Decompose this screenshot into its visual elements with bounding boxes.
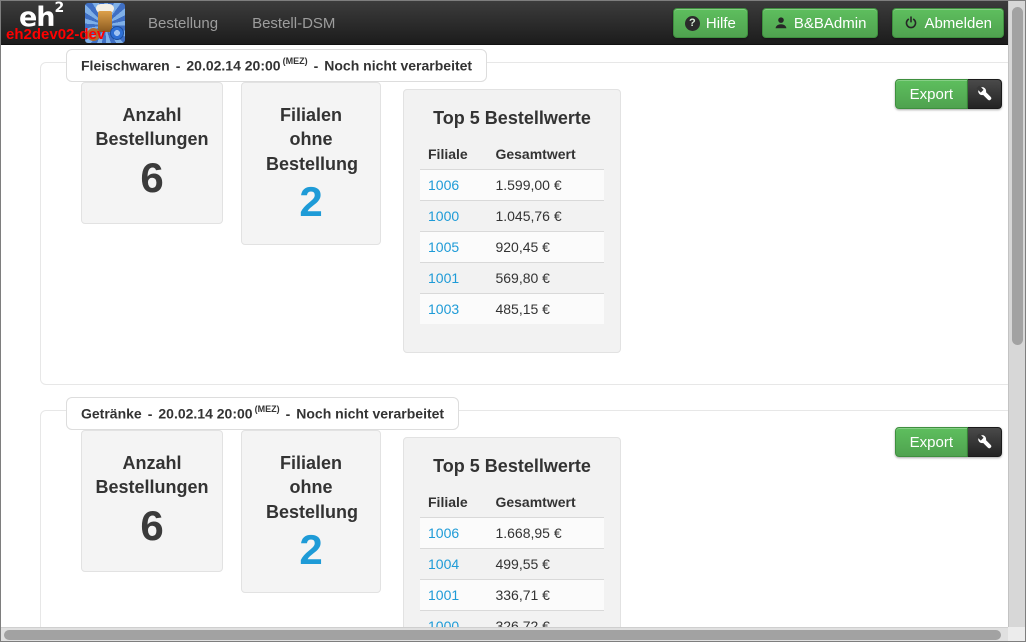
col-header-gesamtwert: Gesamtwert xyxy=(495,146,576,162)
stat-value: 2 xyxy=(299,177,323,225)
stat-label: Filialen ohne Bestellung xyxy=(266,453,359,522)
table-row: 1000 1.045,76 € xyxy=(420,200,604,232)
table-row: 1006 1.599,00 € xyxy=(420,169,604,201)
panel-datetime: 20.02.14 20:00 xyxy=(186,57,281,74)
beer-foam-shape xyxy=(96,4,114,13)
navbar: eh2 eh2dev02-dev Bestellung Bestell-DSM … xyxy=(1,0,1008,45)
table-row: 1000 326,72 € xyxy=(420,610,604,628)
export-settings-button[interactable] xyxy=(968,79,1002,109)
beer-mug-shape xyxy=(98,11,112,32)
table-row: 1003 485,15 € xyxy=(420,293,604,324)
stat-value: 6 xyxy=(140,153,164,201)
main-content: Fleischwaren -20.02.14 20:00 (MEZ) - Noch ni… xyxy=(1,45,1008,628)
vertical-scrollbar-track[interactable] xyxy=(1008,1,1025,641)
help-button-label: Hilfe xyxy=(705,14,736,32)
filiale-link[interactable]: 1001 xyxy=(428,587,460,603)
col-header-filiale: Filiale xyxy=(428,146,468,162)
panel-timezone: (MEZ) xyxy=(282,56,308,66)
panel-title: Fleischwaren -20.02.14 20:00 (MEZ) - Noch ni… xyxy=(66,49,488,82)
table-title: Top 5 Bestellwerte xyxy=(433,456,591,476)
panel-fleischwaren: Fleischwaren -20.02.14 20:00 (MEZ) - Noch ni… xyxy=(40,49,1008,385)
stat-label: Anzahl Bestellungen xyxy=(95,453,209,498)
nav-item-bestellung[interactable]: Bestellung xyxy=(148,14,219,32)
gesamtwert-cell: 499,55 € xyxy=(487,548,604,580)
table-row: 1004 499,55 € xyxy=(420,548,604,580)
power-icon xyxy=(904,16,918,30)
filiale-link[interactable]: 1006 xyxy=(428,525,460,541)
table-row: 1001 569,80 € xyxy=(420,262,604,294)
top5-table-card: Top 5 Bestellwerte Filiale Gesamtwert 10… xyxy=(403,89,621,353)
top5-table: Filiale Gesamtwert 1006 1.668,95 € 1004 49… xyxy=(420,487,604,628)
user-button[interactable]: B&BAdmin xyxy=(761,8,879,38)
brand-sup: 2 xyxy=(54,0,65,16)
gesamtwert-cell: 326,72 € xyxy=(487,610,604,628)
panel-getraenke: Getränke -20.02.14 20:00 (MEZ) - Noch nicht … xyxy=(40,397,1008,628)
panel-status: Noch nicht verarbeitet xyxy=(296,405,445,422)
table-title: Top 5 Bestellwerte xyxy=(433,108,591,128)
user-button-label: B&BAdmin xyxy=(793,14,867,32)
stat-value: 6 xyxy=(140,501,164,549)
panel-status: Noch nicht verarbeitet xyxy=(324,57,473,74)
export-button[interactable]: Export xyxy=(894,79,968,109)
table-row: 1005 920,45 € xyxy=(420,231,604,263)
question-icon: ? xyxy=(684,15,700,31)
col-header-filiale: Filiale xyxy=(428,494,468,510)
app-logo-icon xyxy=(85,3,125,43)
stat-value: 2 xyxy=(299,525,323,573)
logout-button-label: Abmelden xyxy=(924,14,992,32)
panel-product: Fleischwaren xyxy=(81,57,170,74)
wrench-icon xyxy=(973,83,996,106)
stat-filialen-ohne-bestellung: Filialen ohne Bestellung 2 xyxy=(241,82,381,245)
filiale-link[interactable]: 1005 xyxy=(428,239,460,255)
top5-table-card: Top 5 Bestellwerte Filiale Gesamtwert 10… xyxy=(403,437,621,628)
gesamtwert-cell: 569,80 € xyxy=(487,262,604,294)
gesamtwert-cell: 485,15 € xyxy=(487,293,604,324)
user-icon xyxy=(774,16,788,30)
stat-anzahl-bestellungen: Anzahl Bestellungen 6 xyxy=(81,82,223,224)
horizontal-scrollbar-track[interactable] xyxy=(1,627,1008,641)
col-header-gesamtwert: Gesamtwert xyxy=(495,494,576,510)
gesamtwert-cell: 1.045,76 € xyxy=(487,200,604,232)
top5-table: Filiale Gesamtwert 1006 1.599,00 € 1000 1.… xyxy=(420,139,604,324)
donut-shape xyxy=(87,28,100,41)
panel-title: Getränke -20.02.14 20:00 (MEZ) - Noch nicht … xyxy=(66,397,460,430)
stat-label: Anzahl Bestellungen xyxy=(95,105,209,150)
nav-menu: Bestellung Bestell-DSM xyxy=(131,1,352,45)
film-reel-shape xyxy=(110,26,124,40)
logout-button[interactable]: Abmelden xyxy=(892,8,1004,38)
help-button[interactable]: ? Hilfe xyxy=(672,8,748,38)
filiale-link[interactable]: 1003 xyxy=(428,301,460,317)
panel-timezone: (MEZ) xyxy=(254,404,280,414)
brand-logo: eh2 xyxy=(19,0,65,33)
stat-filialen-ohne-bestellung: Filialen ohne Bestellung 2 xyxy=(241,430,381,593)
filiale-link[interactable]: 1006 xyxy=(428,177,460,193)
panel-datetime: 20.02.14 20:00 xyxy=(158,405,253,422)
horizontal-scrollbar-thumb[interactable] xyxy=(4,630,1001,640)
wrench-icon xyxy=(973,431,996,454)
stat-label: Filialen ohne Bestellung xyxy=(266,105,359,174)
gesamtwert-cell: 1.599,00 € xyxy=(487,169,604,201)
export-button-group: Export xyxy=(894,427,1002,457)
export-button-group: Export xyxy=(894,79,1002,109)
filiale-link[interactable]: 1001 xyxy=(428,270,460,286)
nav-buttons: ? Hilfe B&BAdmin Abmelden xyxy=(659,8,1004,38)
nav-item-bestell-dsm[interactable]: Bestell-DSM xyxy=(252,14,336,32)
panel-product: Getränke xyxy=(81,405,142,422)
export-button[interactable]: Export xyxy=(894,427,968,457)
vertical-scrollbar-thumb[interactable] xyxy=(1012,7,1023,345)
gesamtwert-cell: 1.668,95 € xyxy=(487,517,604,549)
scrollbar-corner xyxy=(1008,627,1025,641)
environment-label: eh2dev02-dev xyxy=(6,26,106,43)
stat-anzahl-bestellungen: Anzahl Bestellungen 6 xyxy=(81,430,223,572)
brand-text: eh xyxy=(19,2,56,33)
export-settings-button[interactable] xyxy=(968,427,1002,457)
filiale-link[interactable]: 1000 xyxy=(428,208,460,224)
table-row: 1006 1.668,95 € xyxy=(420,517,604,549)
gesamtwert-cell: 336,71 € xyxy=(487,579,604,611)
filiale-link[interactable]: 1004 xyxy=(428,556,460,572)
table-row: 1001 336,71 € xyxy=(420,579,604,611)
gesamtwert-cell: 920,45 € xyxy=(487,231,604,263)
filiale-link[interactable]: 1000 xyxy=(428,618,460,628)
